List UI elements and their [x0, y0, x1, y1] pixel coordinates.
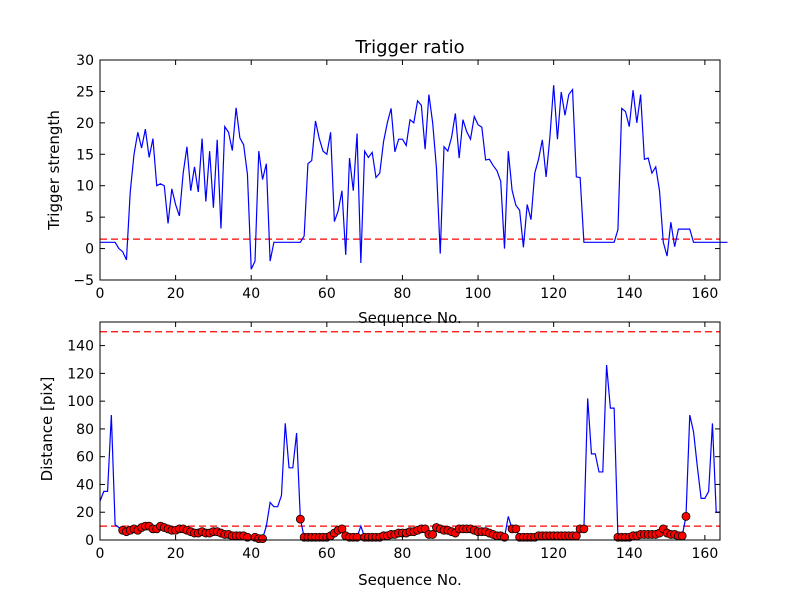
data-marker — [337, 524, 347, 534]
x-tick-label: 0 — [96, 286, 105, 302]
y-tick-label: 20 — [76, 116, 94, 132]
y-tick-label: 40 — [76, 477, 94, 493]
x-tick-label: 100 — [465, 546, 492, 562]
y-tick-label: −5 — [73, 273, 94, 289]
x-axis-label: Sequence No. — [358, 309, 462, 327]
x-tick-label: 80 — [394, 546, 412, 562]
y-tick-label: 120 — [67, 366, 94, 382]
y-tick-label: 5 — [85, 210, 94, 226]
x-tick-label: 160 — [692, 286, 719, 302]
y-tick-label: 15 — [76, 147, 94, 163]
y-tick-label: 60 — [76, 450, 94, 466]
axis-ticks: 0 20 40 60 80 100 120 140 160 0 20 40 60 80 100 120 140 — [67, 322, 720, 562]
plot-area — [100, 85, 728, 270]
x-axis-label: Sequence No. — [358, 571, 462, 589]
y-tick-label: 100 — [67, 394, 94, 410]
x-tick-label: 20 — [167, 546, 185, 562]
x-tick-label: 40 — [242, 286, 260, 302]
y-tick-label: 80 — [76, 422, 94, 438]
data-marker — [677, 531, 687, 541]
data-marker — [500, 532, 509, 542]
x-tick-label: 0 — [96, 546, 105, 562]
data-marker — [681, 511, 691, 521]
y-tick-label: 140 — [67, 339, 94, 355]
axes-frame — [99, 59, 721, 281]
y-tick-label: 25 — [76, 84, 94, 100]
trigger-ratio-panel: Trigger ratio Trigger strength Sequence … — [45, 37, 728, 327]
y-tick-label: 20 — [76, 505, 94, 521]
data-marker — [295, 514, 305, 524]
y-axis-label: Trigger strength — [45, 110, 63, 231]
x-tick-label: 80 — [394, 286, 412, 302]
y-tick-label: 30 — [76, 53, 94, 69]
data-marker — [511, 524, 521, 534]
y-tick-label: 10 — [76, 179, 94, 195]
x-tick-label: 40 — [242, 546, 260, 562]
y-tick-label: 0 — [85, 533, 94, 549]
data-marker — [428, 530, 438, 539]
plot-area — [99, 331, 720, 544]
data-marker — [258, 534, 267, 544]
x-tick-label: 120 — [540, 286, 567, 302]
x-tick-label: 20 — [167, 286, 185, 302]
axes-frame — [99, 321, 721, 541]
chart-title: Trigger ratio — [354, 37, 464, 58]
y-axis-label: Distance [pix] — [38, 377, 56, 482]
x-tick-label: 100 — [465, 286, 492, 302]
data-marker — [579, 524, 589, 534]
x-tick-label: 60 — [318, 286, 336, 302]
x-tick-label: 160 — [692, 546, 719, 562]
x-tick-label: 140 — [616, 546, 643, 562]
y-tick-label: 0 — [85, 242, 94, 258]
distance-panel: Distance [pix] Sequence No. 0 20 40 60 80 100… — [38, 321, 721, 589]
series-line — [100, 85, 728, 270]
x-tick-label: 140 — [616, 286, 643, 302]
x-tick-label: 60 — [318, 546, 336, 562]
x-tick-label: 120 — [540, 546, 567, 562]
